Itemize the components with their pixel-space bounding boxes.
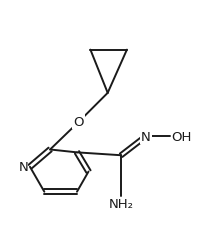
Text: N: N [18,160,28,173]
Text: O: O [73,116,84,128]
Text: OH: OH [170,130,190,143]
Text: N: N [141,130,150,143]
Text: NH₂: NH₂ [108,197,133,210]
